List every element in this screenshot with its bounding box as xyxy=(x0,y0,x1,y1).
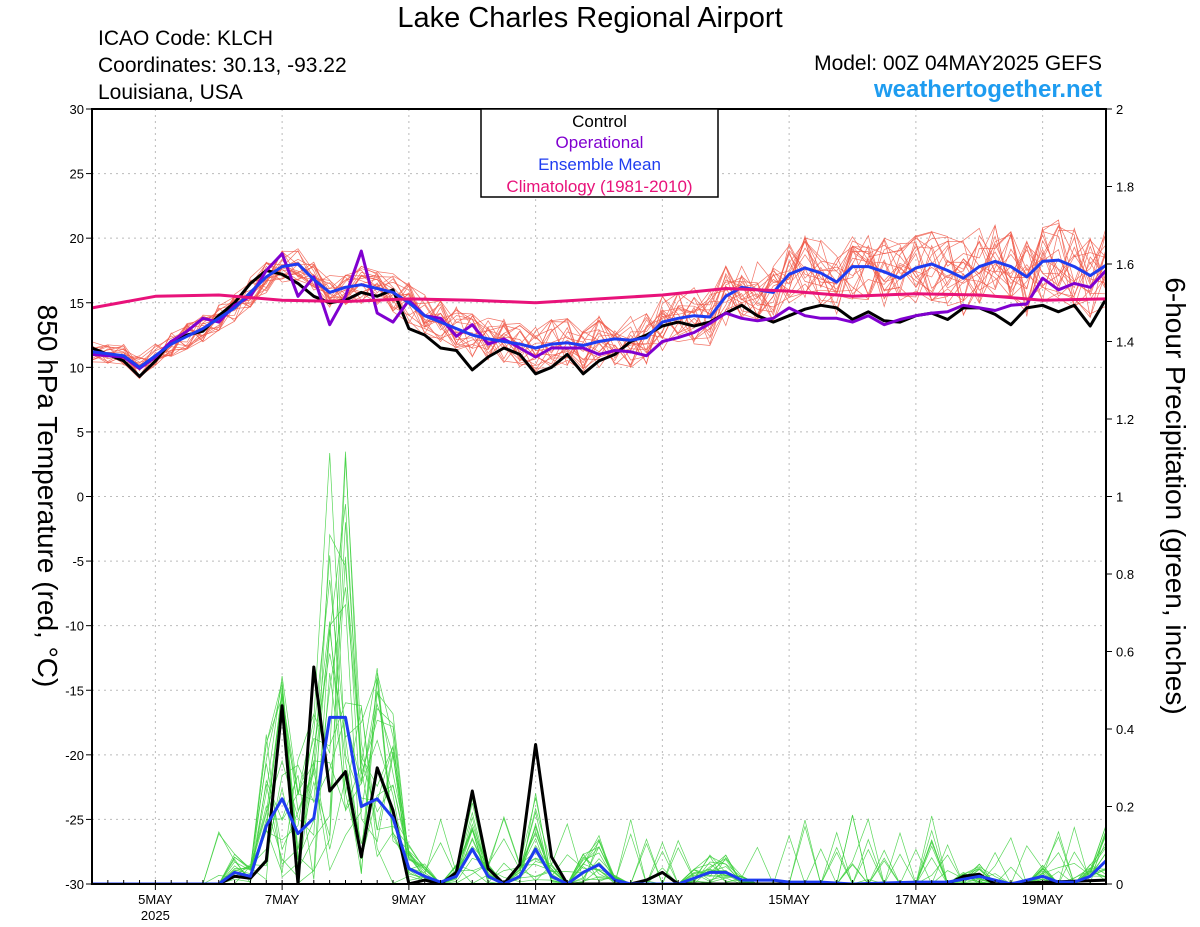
x-tick-label: 17MAY xyxy=(895,892,937,907)
precip-member-line xyxy=(92,692,1106,884)
y-left-tick-label: 0 xyxy=(77,490,84,505)
plot-frame xyxy=(91,108,1107,885)
x-tick-label: 7MAY xyxy=(265,892,300,907)
temperature-member-line xyxy=(92,242,1106,365)
axes: 302520151050-5-10-15-20-25-3021.81.61.41… xyxy=(65,102,1134,923)
precip-series-ensemble-mean xyxy=(92,715,1106,884)
legend-box xyxy=(480,108,719,198)
site-watermark: weathertogether.net xyxy=(873,76,1102,103)
x-tick-label: 11MAY xyxy=(515,892,556,907)
precip-member-line xyxy=(92,621,1106,884)
y-right-tick-label: 1.8 xyxy=(1116,180,1134,195)
temperature-series-climatology-1981-2010 xyxy=(92,287,1106,310)
temperature-member-line xyxy=(92,223,1106,369)
model-run-label: Model: 00Z 04MAY2025 GEFS xyxy=(814,52,1102,75)
precip-member-line xyxy=(92,579,1106,884)
precip-member-line xyxy=(92,675,1106,884)
legend-climatology: Climatology (1981-2010) xyxy=(506,177,692,196)
legend-control: Control xyxy=(572,112,627,131)
precip-member-line xyxy=(92,533,1106,884)
legend-ensemble-mean: Ensemble Mean xyxy=(538,155,661,174)
y-right-tick-label: 0 xyxy=(1116,877,1123,892)
precip-member-line xyxy=(92,504,1106,884)
precip-member-line xyxy=(92,629,1106,884)
x-tick-label: 19MAY xyxy=(1022,892,1064,907)
y-axis-right-title: 6-hour Precipitation (green, inches) xyxy=(1160,277,1191,714)
temperature-member-line xyxy=(92,233,1106,379)
temperature-member-line xyxy=(92,227,1106,380)
y-right-tick-label: 0.2 xyxy=(1116,800,1134,815)
y-left-tick-label: 5 xyxy=(77,425,84,440)
y-left-tick-label: 10 xyxy=(70,360,84,375)
y-right-tick-label: 0.8 xyxy=(1116,567,1134,582)
y-right-tick-label: 0.6 xyxy=(1116,645,1134,660)
x-tick-label: 9MAY xyxy=(392,892,427,907)
precip-member-line xyxy=(92,451,1106,884)
icao-code-label: ICAO Code: KLCH xyxy=(98,27,274,50)
precip-member-line xyxy=(92,668,1106,884)
temperature-member-line xyxy=(92,232,1106,364)
y-left-tick-label: -25 xyxy=(65,812,84,827)
location-label: Louisiana, USA xyxy=(98,81,243,104)
precip-member-line xyxy=(92,522,1106,884)
y-right-tick-label: 1.2 xyxy=(1116,412,1134,427)
y-left-tick-label: 15 xyxy=(70,296,84,311)
y-left-tick-label: -20 xyxy=(65,748,84,763)
y-right-tick-label: 1 xyxy=(1116,490,1123,505)
y-left-tick-label: 30 xyxy=(70,102,84,117)
precip-member-line xyxy=(92,452,1106,884)
precip-member-line xyxy=(92,695,1106,884)
y-left-tick-label: 20 xyxy=(70,231,84,246)
y-left-tick-label: -5 xyxy=(72,554,84,569)
temperature-member-line xyxy=(92,232,1106,377)
temperature-series-operational xyxy=(92,249,1106,371)
chart-title: Lake Charles Regional Airport xyxy=(397,2,783,34)
legend-operational: Operational xyxy=(556,133,644,152)
precip-member-line xyxy=(92,457,1106,884)
y-left-tick-label: 25 xyxy=(70,167,84,182)
x-tick-sublabel: 2025 xyxy=(141,908,170,923)
precip-series-control xyxy=(92,665,1106,884)
x-tick-label: 13MAY xyxy=(642,892,684,907)
precip-member-line xyxy=(92,587,1106,884)
grid-lines xyxy=(92,109,1106,884)
precip-member-line xyxy=(92,555,1106,884)
x-tick-label: 5MAY xyxy=(138,892,173,907)
y-right-tick-label: 0.4 xyxy=(1116,722,1134,737)
temperature-member-line xyxy=(92,231,1106,369)
coordinates-label: Coordinates: 30.13, -93.22 xyxy=(98,54,347,77)
y-left-tick-label: -10 xyxy=(65,619,84,634)
y-right-tick-label: 2 xyxy=(1116,102,1123,117)
x-tick-label: 15MAY xyxy=(768,892,810,907)
y-left-tick-label: -15 xyxy=(65,683,84,698)
precip-member-line xyxy=(92,653,1106,884)
temperature-series-control xyxy=(92,269,1106,378)
ensemble-members xyxy=(92,219,1106,884)
y-right-tick-label: 1.4 xyxy=(1116,335,1134,350)
y-right-tick-label: 1.6 xyxy=(1116,257,1134,272)
data-series xyxy=(92,249,1106,884)
precip-member-line xyxy=(92,672,1106,884)
y-left-tick-label: -30 xyxy=(65,877,84,892)
temperature-series-ensemble-mean xyxy=(92,258,1106,369)
legend: Control Operational Ensemble Mean Climat… xyxy=(480,108,719,198)
y-axis-left-title: 850 hPa Temperature (red, °C) xyxy=(32,305,63,688)
